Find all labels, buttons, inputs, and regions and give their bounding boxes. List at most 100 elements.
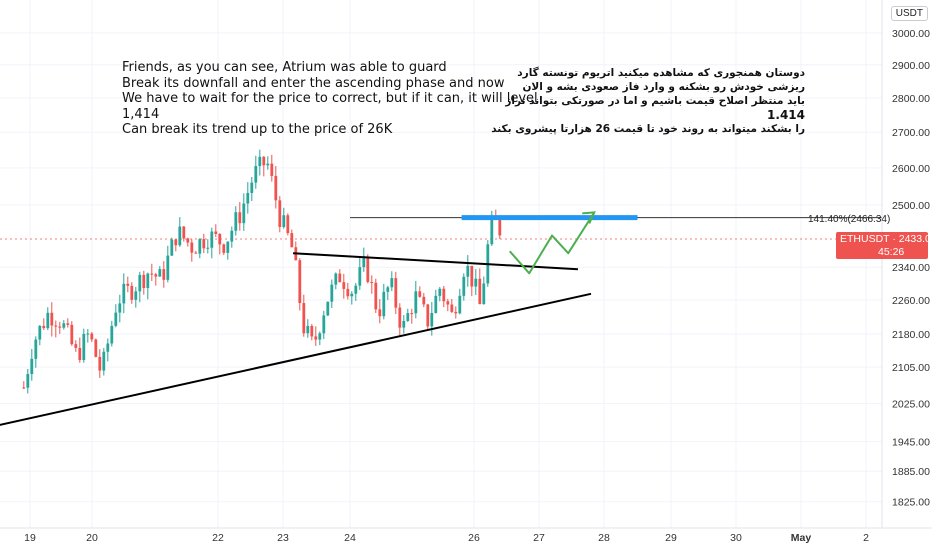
projection-path[interactable] bbox=[509, 211, 596, 275]
candle-body bbox=[194, 252, 198, 254]
time-tick-label: 2 bbox=[863, 532, 869, 544]
candle-body bbox=[378, 309, 382, 317]
price-tick-label: 1945.00 bbox=[892, 437, 930, 449]
candle-body bbox=[38, 325, 42, 340]
candle-body bbox=[286, 215, 290, 234]
fib-target-zone[interactable] bbox=[461, 215, 638, 221]
candle-body bbox=[338, 273, 342, 283]
candle-body bbox=[470, 265, 474, 287]
candle-body bbox=[74, 344, 78, 348]
candle-body bbox=[438, 288, 442, 296]
candle-body bbox=[306, 325, 310, 334]
candle-body bbox=[182, 226, 186, 239]
candle-body bbox=[326, 301, 330, 316]
candle-body bbox=[134, 291, 138, 300]
candle-body bbox=[402, 320, 406, 328]
candle-body bbox=[334, 273, 338, 285]
candle-body bbox=[138, 274, 142, 292]
projection-arrowhead[interactable] bbox=[582, 211, 596, 224]
candle-body bbox=[374, 282, 378, 310]
candle-body bbox=[34, 339, 38, 359]
candle-body bbox=[358, 267, 362, 286]
time-tick-label: 20 bbox=[86, 532, 98, 544]
candle-body bbox=[434, 295, 438, 314]
annotation-line: We have to wait for the price to correct… bbox=[122, 91, 538, 106]
candle-body bbox=[274, 175, 278, 201]
candle-body bbox=[154, 274, 158, 277]
time-tick-label: 27 bbox=[533, 532, 545, 544]
candle-body bbox=[202, 239, 206, 249]
candle-body bbox=[370, 281, 374, 283]
candle-body bbox=[78, 347, 82, 361]
candle-body bbox=[234, 212, 238, 231]
time-axis[interactable]: 19 20 22 23 24 26 27 28 29 30 May 2 bbox=[24, 532, 869, 544]
drawing-tools[interactable] bbox=[0, 211, 882, 432]
candle-body bbox=[302, 303, 306, 334]
candle-body bbox=[342, 282, 346, 289]
persian-annotation: دوستان همنجوری که مشاهده میکنید اتریوم ت… bbox=[491, 66, 805, 136]
candle-body bbox=[350, 293, 354, 297]
time-tick-label: 19 bbox=[24, 532, 36, 544]
time-tick-label: May bbox=[791, 532, 812, 544]
candles bbox=[22, 149, 502, 394]
candle-body bbox=[466, 265, 470, 277]
candle-body bbox=[422, 296, 426, 305]
candle-body bbox=[30, 358, 34, 375]
descending-trendline[interactable] bbox=[292, 252, 579, 271]
candle-body bbox=[314, 336, 318, 340]
grid-lines bbox=[0, 0, 882, 528]
candle-body bbox=[450, 304, 454, 312]
candle-body bbox=[114, 312, 118, 326]
candle-body bbox=[174, 239, 178, 246]
candle-body bbox=[158, 269, 162, 277]
candle-body bbox=[190, 242, 194, 253]
candle-body bbox=[266, 163, 270, 166]
candle-body bbox=[54, 325, 58, 327]
candle-body bbox=[362, 256, 366, 268]
candle-body bbox=[198, 239, 202, 254]
candle-body bbox=[126, 283, 130, 286]
annotation-line: Break its downfall and enter the ascendi… bbox=[122, 75, 505, 91]
candle-body bbox=[298, 260, 302, 304]
candle-body bbox=[278, 200, 282, 227]
candle-body bbox=[366, 256, 370, 282]
candle-body bbox=[406, 313, 410, 321]
candle-body bbox=[322, 315, 326, 334]
candle-body bbox=[250, 182, 254, 193]
candle-body bbox=[222, 244, 226, 253]
candle-body bbox=[230, 230, 234, 242]
ascending-trendline[interactable] bbox=[0, 292, 592, 432]
candle-body bbox=[478, 278, 482, 305]
candle-body bbox=[22, 387, 26, 389]
candle-body bbox=[398, 307, 402, 328]
price-tick-label: 2180.00 bbox=[892, 329, 930, 341]
candle-body bbox=[90, 333, 94, 340]
candle-body bbox=[166, 255, 170, 280]
fib-level-label: 141.40%(2466.34) bbox=[808, 214, 891, 225]
candle-body bbox=[382, 291, 386, 317]
annotation-line: دوستان همنجوری که مشاهده میکنید اتریوم ت… bbox=[517, 67, 805, 79]
price-tick-label: 2600.00 bbox=[892, 163, 930, 175]
candle-body bbox=[310, 325, 314, 337]
candle-body bbox=[482, 283, 486, 305]
candle-body bbox=[110, 325, 114, 344]
price-tick-label: 1885.00 bbox=[892, 466, 930, 478]
price-axis[interactable]: 3000.00 2900.00 2800.00 2700.00 2600.00 2500.… bbox=[892, 28, 930, 509]
annotation-line: Can break its trend up to the price of 2… bbox=[122, 122, 393, 137]
candle-body bbox=[498, 219, 502, 236]
english-annotation: Friends, as you can see, Atrium was able… bbox=[122, 60, 538, 138]
candle-body bbox=[446, 301, 450, 305]
candle-body bbox=[118, 303, 122, 313]
time-tick-label: 26 bbox=[468, 532, 480, 544]
currency-unit-label[interactable]: USDT bbox=[890, 6, 928, 21]
candle-body bbox=[246, 192, 250, 204]
candle-body bbox=[42, 325, 46, 329]
annotation-line: را بشکند میتواند به روند خود تا قیمت 26 … bbox=[491, 123, 805, 135]
candle-body bbox=[150, 273, 154, 275]
candle-body bbox=[206, 247, 210, 249]
candle-body bbox=[270, 163, 274, 176]
candle-body bbox=[458, 295, 462, 314]
price-tick-label: 2025.00 bbox=[892, 399, 930, 411]
candle-body bbox=[474, 278, 478, 287]
